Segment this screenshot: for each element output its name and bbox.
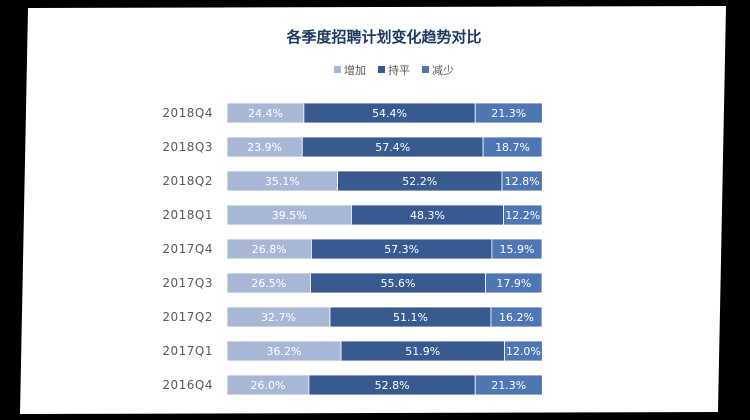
category-tick-label: 2018Q1 [162,208,213,222]
data-label: 48.3% [410,209,445,222]
category-tick-label: 2018Q4 [162,106,213,120]
legend-swatch-1 [378,66,385,73]
data-label: 24.4% [248,107,283,120]
data-label: 17.9% [496,277,531,290]
data-label: 36.2% [267,345,302,358]
category-tick-label: 2017Q4 [162,242,213,256]
bar-segment [485,272,543,294]
category-tick-label: 2017Q1 [162,344,213,358]
legend-label-0: 增加 [344,63,366,77]
category-tick-label: 2017Q3 [162,276,213,290]
data-label: 55.6% [381,277,416,290]
data-label: 39.5% [272,209,307,222]
category-tick-label: 2018Q2 [162,174,213,188]
data-label: 57.4% [375,141,410,154]
bar-segment [474,102,543,124]
data-label: 21.3% [491,379,526,392]
legend-swatch-2 [422,66,429,73]
data-label: 12.8% [505,175,540,188]
data-label: 23.9% [247,141,282,154]
data-label: 26.0% [250,379,285,392]
bar-segment [504,340,543,362]
bar-segment [503,204,543,226]
legend-label-1: 持平 [388,63,410,77]
data-label: 32.7% [261,311,296,324]
data-label: 18.7% [495,141,530,154]
data-label: 35.1% [265,175,300,188]
chart-legend: 增加 持平 减少 [334,63,454,77]
bar-segment [474,374,543,396]
data-label: 54.4% [372,107,407,120]
category-axis: 2018Q4 2018Q3 2018Q2 2018Q1 2017Q4 2017Q3 2017… [162,106,213,392]
data-label: 51.9% [405,345,440,358]
chart-panel: 各季度招聘计划变化趋势对比 增加 持平 减少 2018Q4 2018Q3 2018Q2 2… [20,6,726,414]
data-label: 12.0% [506,345,541,358]
stacked-bar-chart: 各季度招聘计划变化趋势对比 增加 持平 减少 2018Q42018Q32018Q22… [162,28,543,396]
data-label: 57.3% [384,243,419,256]
legend-swatch-0 [334,66,341,73]
legend-label-2: 减少 [432,64,454,77]
data-label: 52.8% [375,379,410,392]
data-label: 16.2% [499,311,534,324]
bar-segment [501,170,543,192]
data-label: 51.1% [393,311,428,324]
data-label: 26.8% [252,243,287,256]
data-label: 21.3% [491,107,526,120]
bar-segment [482,136,543,158]
bar-segment [490,306,543,328]
data-label: 12.2% [505,209,540,222]
plot-area: 24.4% 54.4% 21.3% 23.9% 57.4% 18.7% 35.1% 52.2%… [226,102,543,396]
category-tick-label: 2018Q3 [162,140,213,154]
data-label: 15.9% [499,243,534,256]
category-tick-label: 2017Q2 [162,310,213,324]
chart-title: 各季度招聘计划变化趋势对比 [285,28,481,46]
data-label: 52.2% [402,175,437,188]
category-tick-label: 2016Q4 [162,378,213,392]
data-label: 26.5% [251,277,286,290]
bar-segment [491,238,543,260]
